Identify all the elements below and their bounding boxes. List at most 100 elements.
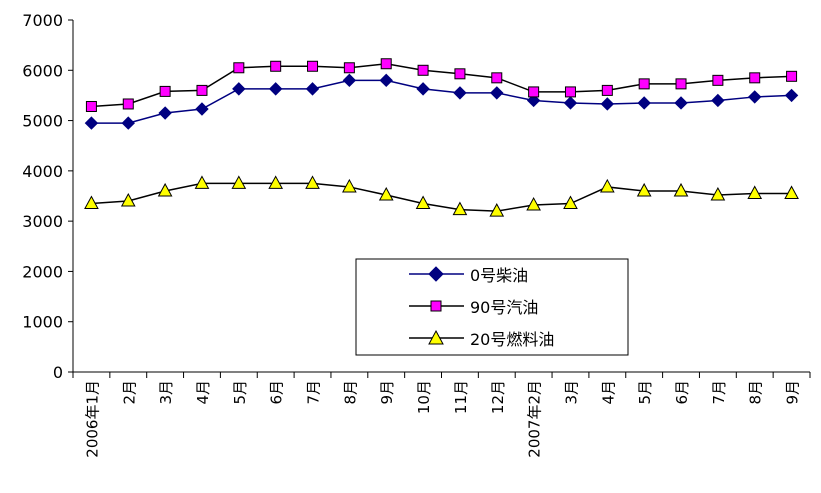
data-point	[84, 195, 99, 210]
data-point	[710, 186, 726, 201]
data-point	[636, 182, 652, 197]
x-tick-label: 2月	[120, 380, 138, 405]
x-tick-label: 3月	[562, 380, 580, 405]
data-point	[120, 192, 136, 207]
data-point	[712, 74, 724, 86]
legend-box	[355, 258, 629, 356]
data-point	[415, 195, 431, 210]
x-tick-label: 7月	[710, 380, 728, 405]
data-point	[673, 182, 689, 197]
x-tick-label: 8月	[747, 380, 765, 405]
series-1	[85, 58, 798, 112]
x-tick-label: 5月	[231, 380, 249, 405]
legend-item-1: 90号汽油	[409, 298, 538, 317]
data-point	[157, 182, 173, 197]
axes	[68, 19, 811, 378]
data-point	[786, 70, 798, 82]
y-tick-label: 0	[53, 363, 63, 382]
series-line	[91, 62, 792, 108]
data-point	[600, 97, 615, 111]
data-point	[749, 72, 761, 84]
y-tick-label: 3000	[22, 212, 63, 231]
y-tick-label: 4000	[22, 162, 63, 181]
data-point	[489, 203, 505, 217]
data-point	[711, 93, 725, 108]
x-tick-label: 10月	[415, 380, 433, 414]
data-point	[747, 185, 763, 199]
data-point	[196, 84, 208, 96]
data-point	[380, 58, 392, 70]
legend-marker-triangle	[428, 329, 444, 345]
x-tick-label: 6月	[673, 380, 691, 405]
x-tick-label: 3月	[157, 380, 175, 405]
data-point	[159, 85, 171, 97]
data-point	[599, 178, 615, 193]
x-tick-label: 4月	[599, 380, 617, 405]
series-0	[84, 73, 799, 130]
data-point	[748, 90, 762, 104]
y-tick-labels: 0 1000 2000 3000 4000 5000 6000 7000	[22, 11, 63, 382]
legend: 0号柴油 90号汽油 20号燃料油	[355, 258, 629, 356]
x-tick-label: 11月	[452, 380, 470, 414]
data-point	[270, 60, 282, 72]
data-point	[452, 201, 468, 216]
data-point	[231, 175, 247, 189]
data-point	[526, 197, 541, 211]
legend-marker-diamond	[428, 266, 444, 282]
data-point	[490, 86, 504, 100]
data-point	[784, 88, 799, 103]
x-tick-label: 8月	[341, 380, 359, 405]
data-point	[342, 73, 357, 88]
data-point	[195, 102, 209, 116]
data-point	[637, 96, 651, 110]
data-point	[307, 60, 319, 72]
data-point	[305, 175, 320, 189]
data-point	[305, 82, 320, 96]
x-tick-label: 9月	[378, 380, 396, 405]
data-point	[564, 86, 576, 98]
series-line	[91, 182, 792, 212]
x-tick-label: 4月	[194, 380, 212, 405]
legend-label-1: 90号汽油	[470, 298, 538, 317]
x-tick-label: 9月	[784, 380, 802, 405]
x-tick-label: 6月	[268, 380, 286, 405]
data-point	[85, 100, 97, 112]
data-point	[233, 62, 245, 74]
data-point	[601, 84, 613, 96]
data-point	[454, 68, 466, 80]
legend-item-0: 0号柴油	[409, 266, 528, 285]
data-point	[453, 86, 467, 100]
data-point	[416, 82, 430, 96]
y-tick-label: 7000	[22, 11, 63, 30]
legend-marker-square	[430, 300, 442, 312]
data-point	[194, 175, 210, 189]
x-tick-label: 12月	[489, 380, 507, 414]
y-tick-label: 1000	[22, 313, 63, 332]
series-line	[91, 79, 792, 124]
data-point	[563, 195, 578, 210]
data-point	[268, 175, 284, 189]
legend-label-0: 0号柴油	[470, 266, 528, 285]
x-tick-label: 2006年1月	[83, 380, 101, 458]
data-point	[563, 96, 578, 110]
x-tick-label: 7月	[305, 380, 323, 405]
data-point	[343, 62, 355, 74]
data-point	[417, 64, 429, 76]
data-point	[378, 186, 394, 201]
x-tick-label: 2007年2月	[526, 380, 544, 458]
data-point	[528, 86, 540, 98]
legend-label-2: 20号燃料油	[470, 330, 554, 349]
data-point	[122, 98, 134, 110]
data-point	[342, 178, 357, 193]
data-point	[491, 72, 503, 84]
data-point	[675, 78, 687, 90]
series-layer	[84, 58, 799, 217]
data-point	[638, 78, 650, 90]
data-point	[84, 116, 99, 130]
data-point	[526, 93, 541, 108]
x-tick-labels: 2006年1月 2月 3月 4月 5月 6月 7月 8月 9月 10月 11月 12月 2007年2月 3…	[83, 380, 801, 458]
data-point	[674, 96, 688, 110]
data-point	[158, 106, 172, 120]
